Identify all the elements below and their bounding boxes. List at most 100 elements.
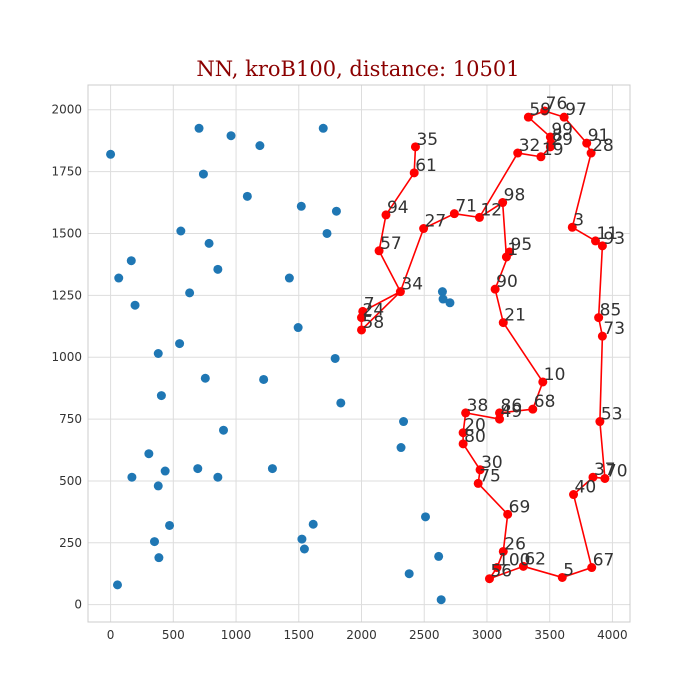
unvisited-point (219, 425, 228, 435)
route-point (495, 414, 505, 424)
route-point-label: 75 (479, 466, 501, 486)
route-point-label: 32 (519, 136, 541, 156)
route-point-label: 91 (588, 126, 610, 146)
route-point (590, 236, 600, 246)
unvisited-point (318, 123, 328, 133)
route-point-label: 7 (364, 294, 375, 314)
route-point (503, 509, 513, 519)
unvisited-point (200, 373, 210, 383)
route-point (587, 563, 597, 573)
route-point-label: 56 (490, 562, 512, 582)
route-point (569, 490, 579, 500)
unvisited-point (114, 273, 124, 283)
route-point-label: 12 (480, 200, 502, 220)
route-point-label: 57 (380, 234, 402, 254)
unvisited-point (293, 323, 303, 333)
route-point (536, 152, 546, 162)
route-point (588, 472, 598, 482)
route-point-label: 38 (467, 396, 489, 416)
unvisited-point (322, 228, 332, 238)
unvisited-point (296, 201, 306, 211)
x-tick-label: 0 (107, 628, 115, 642)
route-point-label: 70 (606, 461, 628, 481)
route-point-label: 68 (534, 392, 556, 412)
unvisited-point (331, 206, 341, 216)
route-point (357, 325, 367, 335)
route-point (559, 112, 569, 122)
unvisited-point (404, 569, 414, 579)
unvisited-point (153, 481, 163, 491)
route-point-label: 34 (401, 275, 423, 295)
route-point-label: 99 (551, 120, 573, 140)
route-point-label: 29 (551, 130, 573, 150)
route-point-label: 3 (573, 210, 584, 230)
route-point-label: 85 (600, 301, 622, 321)
route-point-label: 94 (387, 198, 409, 218)
route-point-label: 98 (504, 186, 526, 206)
route-point-label: 5 (563, 560, 574, 580)
route-point-label: 26 (504, 534, 526, 554)
y-tick-label: 750 (59, 412, 82, 426)
route-point (505, 247, 515, 257)
route-point-label: 37 (594, 460, 616, 480)
y-tick-label: 1000 (51, 350, 82, 364)
unvisited-point (144, 449, 154, 459)
unvisited-point (267, 464, 277, 474)
unvisited-point (176, 226, 186, 236)
route-point (557, 572, 567, 582)
y-tick-label: 2000 (51, 103, 82, 117)
route-point (498, 318, 508, 328)
route-point-label: 100 (498, 551, 530, 571)
route-point (567, 222, 577, 232)
route-point (600, 473, 610, 483)
x-tick-label: 500 (162, 628, 185, 642)
x-tick-label: 1500 (284, 628, 315, 642)
route-point (409, 168, 419, 178)
chart-title: NN, kroB100, distance: 10501 (196, 57, 519, 81)
unvisited-point (204, 238, 214, 248)
unvisited-point (154, 553, 164, 563)
unvisited-point (149, 537, 159, 547)
route-point-label: 8 (552, 126, 563, 146)
route-point (595, 417, 605, 427)
route-point (545, 142, 555, 152)
route-point-label: 95 (511, 235, 533, 255)
route-point-label: 62 (524, 549, 546, 569)
route-point-label: 27 (425, 212, 447, 232)
route-point (381, 210, 391, 220)
route-point-label: 49 (501, 402, 523, 422)
route-point (582, 138, 592, 148)
unvisited-point (213, 264, 223, 274)
route-point (458, 439, 468, 449)
unvisited-point (434, 551, 444, 561)
route-point-label: 20 (464, 416, 486, 436)
unvisited-point (156, 391, 166, 401)
x-tick-label: 1000 (221, 628, 252, 642)
route-point-label: 35 (416, 130, 438, 150)
route-point-label: 40 (575, 478, 597, 498)
route-point (461, 408, 471, 418)
x-tick-label: 2500 (409, 628, 440, 642)
unvisited-point (106, 149, 116, 159)
route-point-label: 10 (544, 365, 566, 385)
route-point (523, 112, 533, 122)
route-point (540, 106, 550, 116)
y-tick-label: 1250 (51, 288, 82, 302)
unvisited-point (193, 464, 203, 474)
route-point-label: 19 (542, 140, 564, 160)
route-point-label: 24 (363, 301, 385, 321)
unvisited-point (284, 273, 294, 283)
route-point-label: 1 (507, 240, 518, 260)
route-point-label: 30 (481, 453, 503, 473)
route-point-label: 59 (529, 100, 551, 120)
route-point (475, 465, 485, 475)
route-point (498, 546, 508, 556)
route-point (597, 241, 607, 251)
route-point-label: 58 (363, 313, 385, 333)
route-point (594, 313, 604, 323)
x-tick-label: 3000 (472, 628, 503, 642)
route-points (357, 106, 610, 584)
unvisited-point (126, 256, 136, 266)
plot-frame (87, 84, 631, 623)
